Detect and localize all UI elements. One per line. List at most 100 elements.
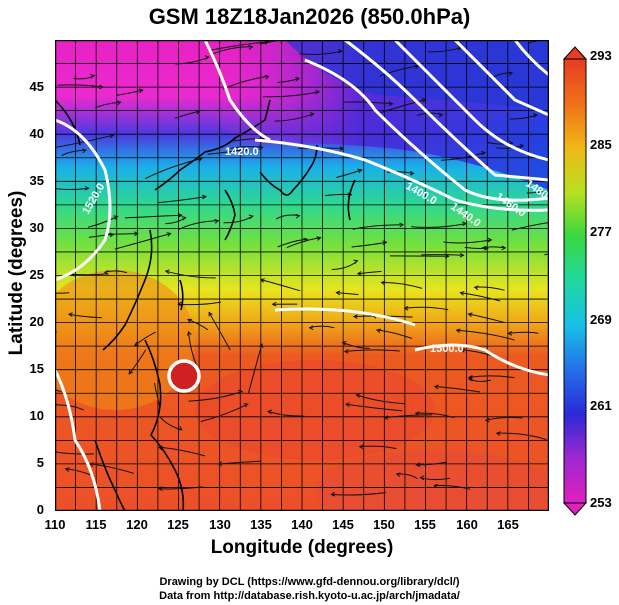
x-tick-label: 155 — [414, 517, 436, 532]
x-tick-label: 120 — [126, 517, 148, 532]
x-tick-label: 110 — [44, 517, 66, 532]
streamline-arrow — [295, 213, 301, 219]
streamline — [415, 412, 455, 419]
streamline — [421, 254, 464, 256]
y-tick-label: 0 — [36, 502, 44, 517]
streamline — [116, 89, 143, 96]
y-tick-label: 35 — [29, 173, 44, 188]
streamline — [174, 110, 200, 119]
colorbar-tick: 285 — [590, 137, 612, 152]
streamline — [267, 410, 305, 417]
streamline-arrow — [433, 483, 439, 489]
streamline-arrow — [81, 148, 87, 154]
x-tick-label: 140 — [291, 517, 313, 532]
streamline-arrow — [484, 417, 490, 423]
streamline — [443, 239, 492, 244]
streamline — [468, 313, 504, 323]
streamline-arrow — [84, 185, 90, 191]
streamline — [496, 145, 524, 149]
streamline-arrow — [339, 146, 345, 151]
y-tick-label: 40 — [29, 126, 44, 141]
streamline-arrow — [217, 461, 223, 467]
streamline-arrow — [380, 280, 386, 286]
streamline-arrow — [166, 232, 172, 237]
colorbar-max-arrow — [562, 46, 588, 60]
streamline-arrow — [177, 301, 183, 307]
streamline-arrow — [187, 318, 193, 324]
colorbar-tick: 269 — [590, 312, 612, 327]
streamline-arrow — [64, 467, 70, 472]
streamline — [481, 246, 506, 249]
colorbar-gradient — [563, 58, 587, 504]
streamline-arrow — [116, 100, 122, 106]
temperature-map: 1420.0 1400.0 1440.0 1460.0 1480.0 1500.… — [55, 40, 549, 511]
streamline — [89, 463, 134, 474]
streamline — [468, 375, 515, 379]
streamline-arrow — [459, 291, 465, 296]
streamline-arrow — [343, 349, 349, 354]
streamline-arrow — [352, 314, 358, 319]
streamline — [511, 221, 549, 231]
streamline-arrow — [177, 212, 183, 218]
streamline-arrow — [238, 389, 244, 395]
streamline-arrow — [358, 444, 364, 450]
streamline — [299, 50, 343, 55]
streamline-arrow — [480, 150, 486, 156]
streamline — [309, 325, 335, 329]
streamline — [380, 99, 426, 114]
streamline-arrow — [128, 369, 134, 375]
streamline-arrow — [113, 215, 119, 220]
contour-label-1420: 1420.0 — [225, 146, 259, 158]
streamline — [527, 40, 546, 44]
streamline-arrow — [337, 48, 343, 54]
streamline-arrow — [243, 403, 249, 408]
streamline-arrow — [467, 312, 473, 318]
x-tick-label: 160 — [456, 517, 478, 532]
streamline-arrow — [309, 112, 315, 117]
colorbar-tick: 261 — [590, 398, 612, 413]
streamline-arrow — [164, 269, 170, 275]
streamline-arrow — [244, 147, 250, 153]
streamline — [508, 331, 539, 334]
streamline-arrow — [109, 232, 115, 238]
streamline-arrow — [355, 393, 361, 398]
y-tick-label: 45 — [29, 79, 44, 94]
y-tick-label: 25 — [29, 267, 44, 282]
streamline — [61, 149, 86, 157]
streamline-arrow — [271, 301, 277, 307]
streamline — [345, 403, 403, 412]
streamline — [336, 169, 362, 178]
streamline — [277, 77, 300, 83]
streamline-arrow — [204, 55, 210, 60]
streamline-arrow — [414, 64, 420, 70]
streamline-arrow — [90, 73, 96, 79]
streamline — [87, 216, 118, 228]
streamline-arrow — [341, 340, 347, 346]
streamline-arrow — [507, 330, 513, 336]
streamline — [88, 234, 114, 238]
streamline — [200, 403, 249, 422]
streamline-arrow — [248, 214, 254, 220]
streamline — [159, 416, 182, 431]
streamline-arrow — [455, 328, 461, 333]
streamline-arrow — [197, 157, 203, 162]
streamline — [218, 460, 262, 465]
streamline — [187, 319, 209, 331]
streamline-arrow — [421, 98, 427, 103]
colorbar-tick: 293 — [590, 48, 612, 63]
streamline — [396, 473, 418, 480]
streamline-arrow — [388, 101, 394, 107]
x-tick-label: 125 — [167, 517, 189, 532]
streamline — [376, 329, 413, 339]
streamline-arrow — [419, 475, 425, 481]
streamline — [134, 331, 156, 346]
streamline — [486, 141, 513, 145]
streamline-arrow — [138, 88, 144, 94]
streamline — [207, 148, 249, 155]
streamline — [474, 286, 505, 291]
y-tick-label: 30 — [29, 220, 44, 235]
streamline-arrow — [258, 343, 264, 349]
streamline — [55, 292, 70, 294]
streamline — [356, 394, 406, 405]
colorbar-min-arrow — [562, 502, 588, 516]
